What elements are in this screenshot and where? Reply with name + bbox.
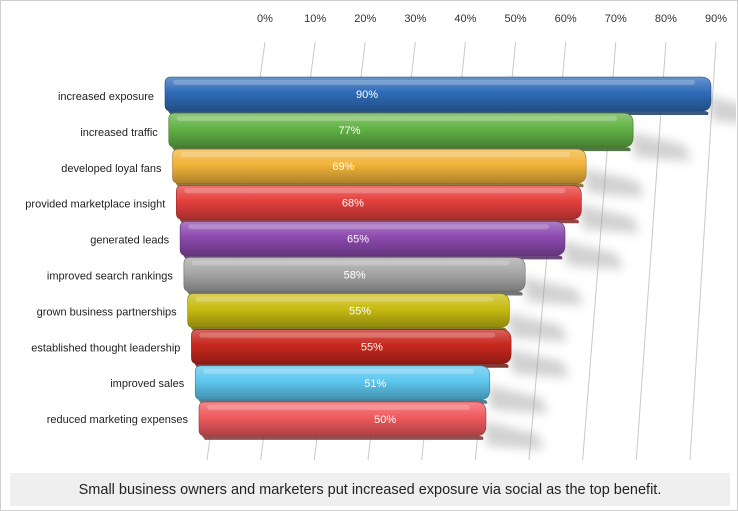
x-tick-label: 10% (304, 13, 326, 25)
bar-highlight (203, 368, 474, 374)
bar (198, 401, 487, 437)
bar-group: 90% (164, 76, 736, 123)
x-tick-label: 60% (555, 13, 577, 25)
bar-shadow (485, 384, 548, 414)
bar-shadow (707, 95, 736, 123)
bar-value-label: 50% (374, 414, 396, 426)
bar-value-label: 51% (364, 378, 386, 390)
x-tick-label: 70% (605, 13, 627, 25)
bar-highlight (184, 188, 566, 194)
x-tick-label: 90% (705, 13, 727, 25)
bar-value-label: 55% (361, 342, 383, 354)
bar-shadow (582, 167, 645, 198)
x-tick-label: 50% (505, 13, 527, 25)
figure-caption: Small business owners and marketers put … (78, 481, 662, 498)
bar-highlight (173, 80, 695, 85)
bar (187, 293, 510, 328)
category-label: grown business partnerships (37, 306, 178, 318)
bar-shadow (481, 420, 544, 450)
x-tick-label: 40% (454, 13, 476, 25)
category-label: developed loyal fans (61, 163, 162, 175)
category-label: provided marketplace insight (25, 199, 165, 211)
category-label: reduced marketing expenses (47, 414, 189, 426)
bars: 90% 77% 69% 68% 65% 58% 55% 55% 51% 50% (164, 76, 736, 450)
bar (172, 148, 587, 184)
x-tick-label: 20% (354, 13, 376, 25)
bar (168, 112, 634, 148)
category-label: increased exposure (58, 91, 154, 103)
bar-shadow (507, 348, 570, 378)
bar-highlight (195, 296, 494, 302)
x-tick-label: 80% (655, 13, 677, 25)
category-label: generated leads (90, 235, 169, 247)
bar-highlight (180, 152, 571, 158)
bar-value-label: 77% (338, 125, 360, 137)
x-axis-tick-labels: 0% 10% 20% 30% 40% 50% 60% 70% 80% 90% (257, 13, 727, 25)
category-label: improved search rankings (47, 271, 173, 283)
bar (183, 257, 526, 292)
bar-group: 55% (187, 293, 568, 342)
bar (164, 76, 712, 112)
bar-value-label: 58% (344, 270, 366, 282)
bar-shadow (505, 312, 568, 342)
bar-bevel (202, 435, 484, 440)
category-label: established thought leadership (31, 342, 180, 354)
bar-highlight (176, 116, 618, 122)
chart-area: 0% 10% 20% 30% 40% 50% 60% 70% 80% 90% 90% 77% 69% 6… (2, 2, 736, 472)
bar-value-label: 90% (356, 89, 378, 101)
bar-value-label: 68% (342, 197, 364, 209)
bar (194, 365, 491, 401)
bar-highlight (207, 404, 470, 410)
bar-group: 55% (191, 329, 570, 378)
bar-highlight (191, 260, 510, 266)
bar-value-label: 55% (349, 306, 371, 318)
bar-highlight (199, 332, 496, 338)
bar-value-label: 69% (332, 161, 354, 173)
category-label: increased traffic (80, 127, 158, 139)
bar-value-label: 65% (347, 233, 369, 245)
bar-shadow (577, 204, 640, 234)
x-tick-label: 0% (257, 13, 273, 25)
bar-highlight (188, 224, 549, 230)
bar (191, 329, 512, 364)
bar-shadow (629, 131, 692, 162)
x-tick-label: 30% (404, 13, 426, 25)
bar-chart: 0% 10% 20% 30% 40% 50% 60% 70% 80% 90% 90% 77% 69% 6… (25, 13, 736, 461)
bar-group: 50% (198, 401, 544, 450)
category-labels: increased exposure increased traffic devel… (25, 91, 188, 426)
bar (179, 221, 566, 256)
bar (176, 185, 582, 220)
caption-bar: Small business owners and marketers put … (10, 473, 730, 506)
bar-group: 68% (176, 185, 640, 234)
category-label: improved sales (110, 378, 184, 390)
bar-shadow (560, 240, 623, 270)
bar-shadow (521, 276, 584, 306)
